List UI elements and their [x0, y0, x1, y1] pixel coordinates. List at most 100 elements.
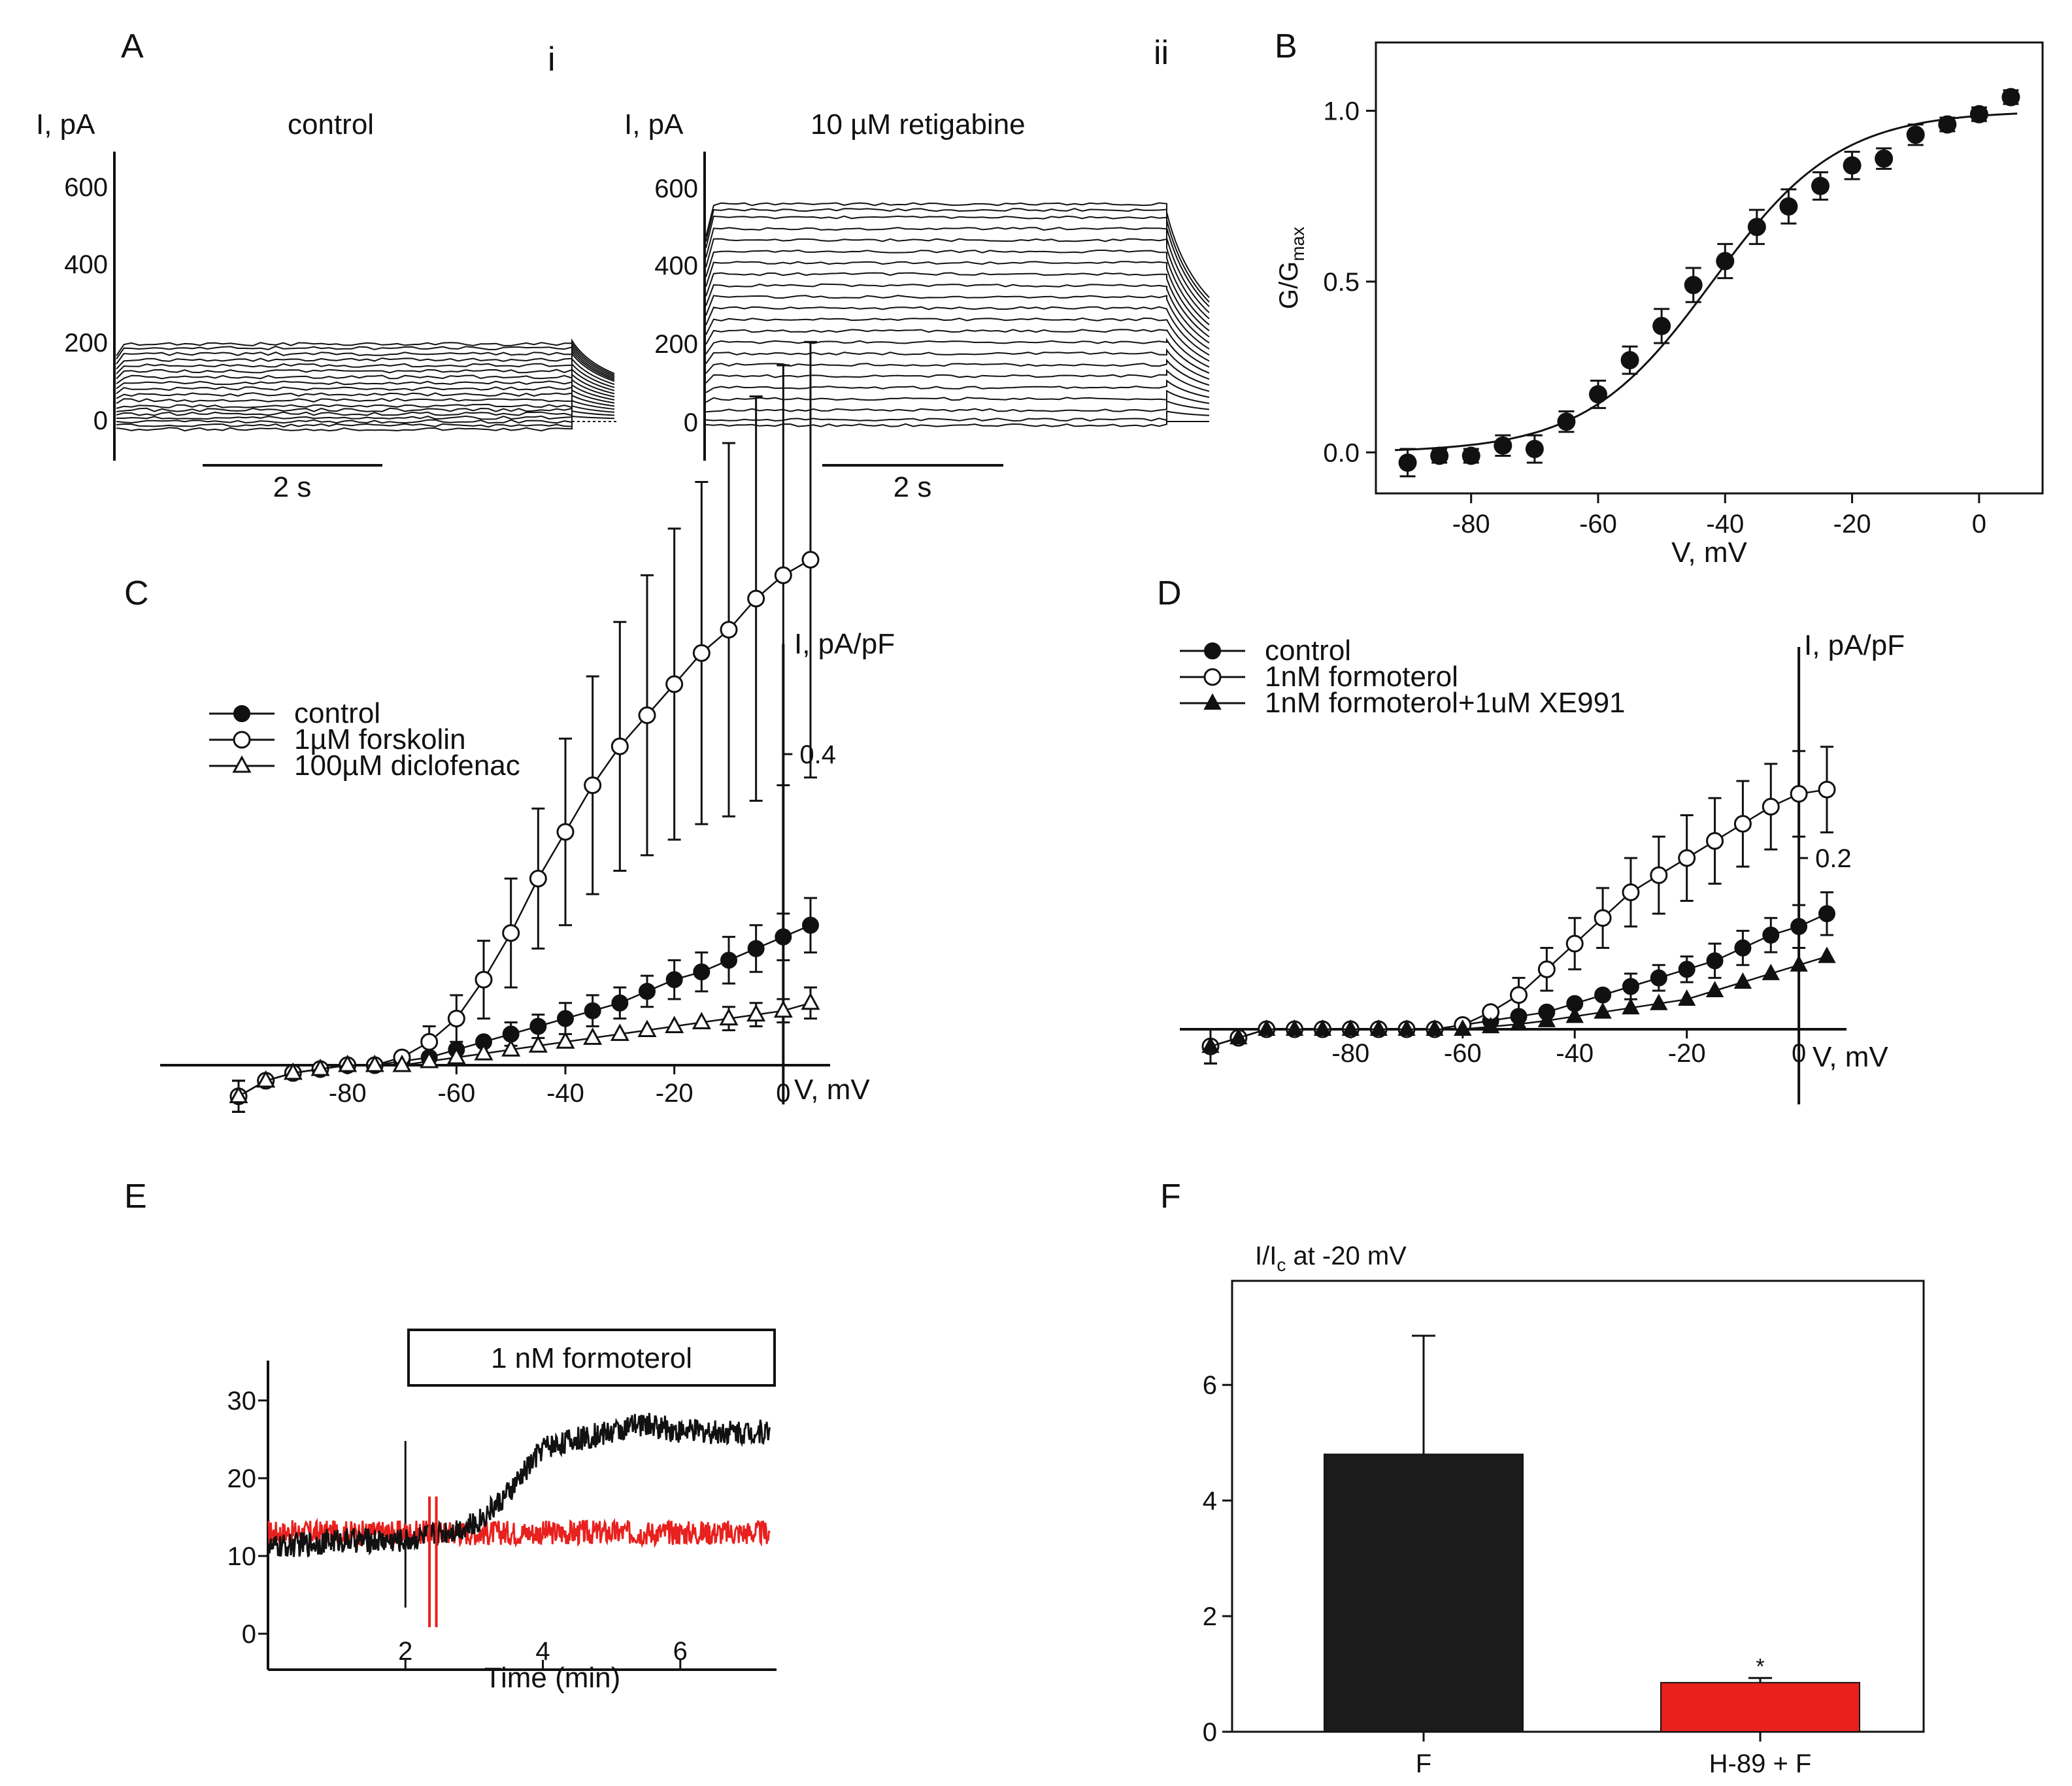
panel-c-data-point: [610, 1023, 629, 1041]
panel-d-ytick: 0.2: [1815, 844, 1852, 873]
panel-c-data-point: [446, 1046, 466, 1065]
panel-a-i-current-trace: [116, 372, 615, 399]
panel-c-data-point: [447, 1010, 465, 1028]
panel-d-data-point: [1706, 832, 1724, 850]
panel-f-bar-chart: I/Ic at -20 mV 0 2 4 6 F H-89 + F *: [1203, 1242, 1925, 1778]
panel-c-data-point: [474, 1043, 493, 1061]
panel-f-ylabel: I/Ic at -20 mV: [1255, 1242, 1407, 1275]
panel-a-i-current-trace: [116, 349, 615, 381]
panel-a-ii-ytick: 400: [654, 252, 698, 280]
panel-c-data-point: [720, 951, 737, 969]
panel-a-ii-current-trace: [705, 261, 1210, 331]
panel-b-data-point: [1398, 453, 1417, 472]
panel-c-data-point: [802, 916, 819, 934]
panel-e-xtick: 6: [673, 1637, 688, 1666]
panel-b-points: [1398, 88, 2020, 478]
panel-d-data-point: [1397, 1019, 1416, 1036]
panel-b-data-point: [1430, 446, 1449, 465]
panel-b-data-point: [1779, 197, 1798, 216]
panel-b-data-point: [1811, 176, 1830, 195]
panel-label-f: F: [1160, 1178, 1181, 1215]
panel-c-data-point: [692, 1012, 711, 1030]
panel-d-legend-marker: [1203, 668, 1222, 686]
panel-a-i-current-trace: [116, 384, 615, 409]
panel-a-i-control: I, pA control 600 400 200 0 2 s: [36, 108, 618, 503]
panel-d-data-point: [1733, 815, 1752, 833]
panel-d-data-point: [1762, 963, 1780, 980]
panel-c-data-point: [773, 1000, 793, 1018]
panel-d-data-point: [1762, 797, 1780, 816]
panel-a-i-ytick: 400: [64, 250, 108, 279]
panel-b-xtick: 0: [1972, 510, 1986, 538]
panel-b-data-point: [1716, 252, 1735, 271]
panel-c-data-point: [693, 963, 710, 981]
panel-a-ii-scalebar-label: 2 s: [894, 471, 932, 503]
panel-d-data-point: [1229, 1028, 1248, 1045]
panel-f-bars: F H-89 + F *: [1324, 1334, 1860, 1778]
panel-d-data-point: [1734, 939, 1752, 957]
panel-a-ii-ytick: 600: [654, 174, 698, 203]
panel-d-data-point: [1622, 978, 1639, 995]
panel-c-ytick: 0.4: [799, 740, 836, 769]
panel-d-data-point: [1537, 1010, 1556, 1027]
panel-a-ii-retigabine: I, pA 10 µM retigabine 600 400 200 0 2 s: [624, 108, 1210, 503]
panel-d-data-point: [1622, 883, 1640, 901]
panel-c-xtick: -60: [437, 1079, 475, 1108]
panel-d-data-point: [1790, 785, 1808, 803]
panel-a-i-ylabel: I, pA: [36, 108, 95, 141]
panel-c-data-point: [719, 1008, 739, 1026]
panel-a-i-current-trace: [116, 394, 615, 416]
panel-a-i-ytick: 0: [93, 406, 108, 435]
panel-b-xlabel: V, mV: [1671, 537, 1747, 569]
panel-label-i: i: [548, 41, 556, 78]
panel-b-data-point: [1843, 156, 1862, 175]
panel-c-data-point: [692, 644, 710, 662]
panel-d-data-point: [1509, 1014, 1528, 1031]
panel-f-ytick: 0: [1203, 1718, 1217, 1747]
panel-c-data-point: [229, 1085, 248, 1104]
panel-a-ii-current-trace: [705, 202, 1210, 298]
panel-b-data-point: [1462, 446, 1480, 465]
panel-d-legend-label: 1nM formoterol: [1265, 661, 1458, 693]
panel-a-ii-current-trace: [705, 337, 1210, 374]
panel-e-xtick: 4: [535, 1637, 550, 1666]
panel-d-data-point: [1705, 980, 1724, 998]
panel-b-data-point: [1652, 316, 1671, 335]
panel-a-i-current-trace: [116, 338, 615, 374]
panel-c-data-point: [392, 1054, 412, 1072]
panel-label-a: A: [121, 27, 144, 65]
panel-c-data-point: [747, 589, 765, 608]
panel-e-ticks: 2 4 6 30 20 10 0: [227, 1387, 688, 1670]
panel-d-data-point: [1818, 946, 1836, 963]
panel-a-i-current-trace: [116, 389, 615, 412]
panel-d-legend-marker: [1203, 693, 1222, 710]
panel-b-data-point: [1525, 440, 1544, 459]
panel-label-e: E: [124, 1178, 147, 1215]
panel-e-ytick: 20: [227, 1464, 257, 1493]
panel-d-legend: control 1nM formoterol 1nM formoterol+1u…: [1180, 635, 1626, 719]
panel-d-data-point: [1594, 909, 1612, 927]
panel-d-data-point: [1258, 1019, 1276, 1036]
panel-c-data-point: [747, 940, 765, 957]
panel-c-data-point: [310, 1058, 330, 1076]
panel-label-b: B: [1275, 27, 1297, 65]
panel-e-red-artifact: [428, 1497, 438, 1627]
panel-a-ii-current-trace: [705, 329, 1210, 368]
panel-d-data-point: [1733, 972, 1752, 989]
panel-label-c: C: [124, 574, 149, 612]
panel-c-data-point: [746, 1004, 766, 1022]
panel-d-data-point: [1201, 1036, 1220, 1053]
panel-c-data-point: [638, 706, 656, 724]
panel-a-ii-current-trace: [705, 389, 1210, 405]
panel-c-legend-marker: [233, 731, 251, 749]
panel-a-ii-current-trace: [705, 306, 1210, 356]
panel-a-ii-current-trace: [705, 379, 1210, 398]
panel-a-ii-current-trace: [705, 420, 1209, 427]
panel-a-i-current-trace: [116, 399, 615, 420]
panel-f-error-bar: [1748, 1677, 1772, 1683]
panel-d-legend-label: 1nM formoterol+1uM XE991: [1265, 687, 1626, 719]
panel-a-ii-title: 10 µM retigabine: [810, 108, 1026, 141]
panel-c-ylabel: I, pA/pF: [794, 628, 895, 660]
